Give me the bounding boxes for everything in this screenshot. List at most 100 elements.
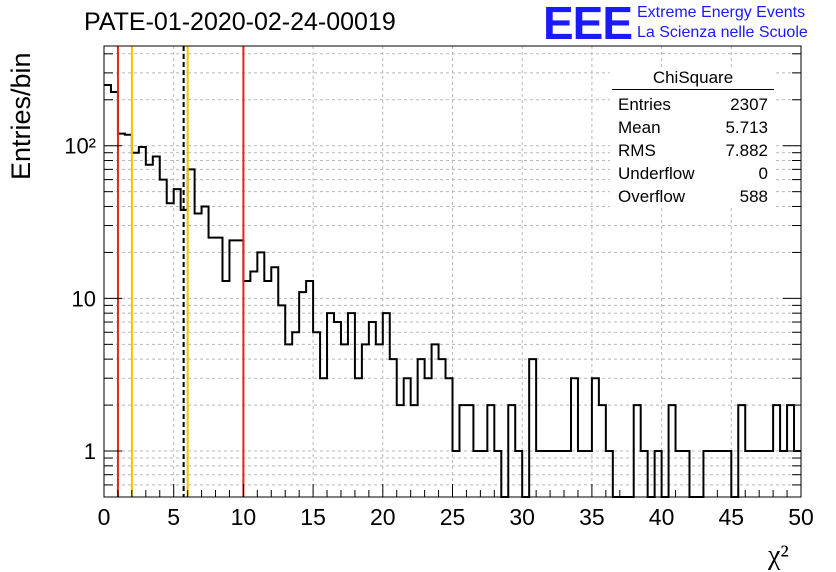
histogram-bin	[132, 153, 139, 497]
histogram-bin	[411, 405, 418, 497]
x-axis-label: χ²	[768, 540, 789, 571]
histogram-bin	[257, 252, 264, 497]
histogram-bin	[529, 359, 536, 497]
stats-row-mean: Mean 5.713	[610, 116, 776, 139]
histogram-bin	[271, 267, 278, 497]
histogram-bin	[585, 451, 592, 497]
histogram-bin	[313, 332, 320, 497]
stats-row-entries: Entries 2307	[610, 93, 776, 116]
histogram-bin	[188, 169, 195, 497]
x-tick-label: 5	[167, 504, 180, 530]
histogram-bin	[550, 451, 557, 497]
eee-logo: EEE	[543, 0, 633, 49]
stats-row-rms: RMS 7.882	[610, 139, 776, 162]
histogram-bin	[592, 378, 599, 497]
histogram-bin	[278, 305, 285, 497]
histogram-bin	[480, 451, 487, 497]
histogram-bin	[341, 344, 348, 497]
histogram-bin	[209, 238, 216, 497]
histogram-bin	[306, 281, 313, 497]
stats-label: Underflow	[618, 164, 695, 183]
histogram-bin	[369, 322, 376, 497]
histogram-bin	[466, 405, 473, 497]
histogram-bin	[571, 378, 578, 497]
logo-tagline-1: Extreme Energy Events	[637, 4, 806, 21]
y-axis-label: Entries/bin	[6, 52, 36, 180]
histogram-bin	[425, 378, 432, 497]
histogram-bin	[250, 272, 257, 498]
histogram-bin	[216, 238, 223, 497]
histogram-bin	[439, 359, 446, 497]
histogram-bin	[376, 344, 383, 497]
stats-label: Overflow	[618, 187, 686, 206]
x-tick-label: 45	[719, 504, 745, 530]
histogram-bin	[641, 451, 648, 497]
histogram-bin	[202, 206, 209, 497]
x-tick-label: 35	[579, 504, 605, 530]
stats-box-title: ChiSquare	[612, 68, 774, 90]
y-tick-label: 1	[84, 439, 96, 464]
histogram-bin	[334, 322, 341, 497]
histogram-bin	[195, 213, 202, 497]
histogram-bin	[404, 378, 411, 497]
histogram-bin	[536, 451, 543, 497]
x-tick-label: 30	[509, 504, 535, 530]
stats-value: 2307	[730, 95, 768, 114]
histogram-bin	[174, 189, 181, 497]
stats-label: Mean	[618, 118, 661, 137]
histogram-bin	[606, 451, 613, 497]
histogram-bin	[418, 359, 425, 497]
histogram-bin	[146, 165, 153, 497]
histogram-bin	[222, 281, 229, 497]
stats-label: RMS	[618, 141, 656, 160]
histogram-bin	[327, 313, 334, 497]
histogram-bin	[683, 451, 690, 497]
histogram-bin	[243, 281, 250, 497]
histogram-bin	[759, 451, 766, 497]
histogram-bin	[292, 332, 299, 497]
histogram-bin	[125, 135, 132, 497]
histogram-bin	[390, 359, 397, 497]
histogram-bin	[167, 203, 174, 497]
stats-box: ChiSquare Entries 2307 Mean 5.713 RMS 7.882…	[610, 68, 776, 208]
x-tick-label: 50	[788, 504, 814, 530]
histogram-bin	[508, 405, 515, 497]
histogram-bin	[780, 451, 787, 497]
histogram-bin	[453, 451, 460, 497]
histogram-bin	[752, 451, 759, 497]
histogram-bin	[487, 405, 494, 497]
histogram-bin	[432, 344, 439, 497]
histogram-bin	[543, 451, 550, 497]
x-tick-label: 25	[440, 504, 466, 530]
histogram-bin	[118, 134, 125, 497]
histogram-bin	[459, 405, 466, 497]
histogram-bin	[264, 281, 271, 497]
histogram-bin	[655, 451, 662, 497]
histogram-bin	[473, 451, 480, 497]
histogram-bin	[160, 180, 167, 497]
histogram-bin	[703, 451, 710, 497]
histogram-bin	[153, 156, 160, 497]
histogram-bin	[229, 240, 236, 497]
histogram-bin	[766, 451, 773, 497]
stats-label: Entries	[618, 95, 671, 114]
x-tick-label: 40	[649, 504, 675, 530]
stats-value: 7.882	[725, 141, 768, 160]
histogram-bin	[564, 451, 571, 497]
histogram-bin	[355, 378, 362, 497]
y-tick-label: 10	[72, 286, 96, 311]
stats-row-underflow: Underflow 0	[610, 162, 776, 185]
histogram-bin	[446, 378, 453, 497]
x-tick-label: 10	[231, 504, 257, 530]
histogram-bin	[236, 240, 243, 497]
histogram-bin	[383, 313, 390, 497]
histogram-bin	[634, 405, 641, 497]
histogram-bin	[599, 405, 606, 497]
x-tick-label: 15	[300, 504, 326, 530]
histogram-bin	[710, 451, 717, 497]
histogram-bin	[397, 405, 404, 497]
stats-value: 5.713	[725, 118, 768, 137]
stats-value: 0	[758, 164, 768, 183]
histogram-bin	[515, 451, 522, 497]
